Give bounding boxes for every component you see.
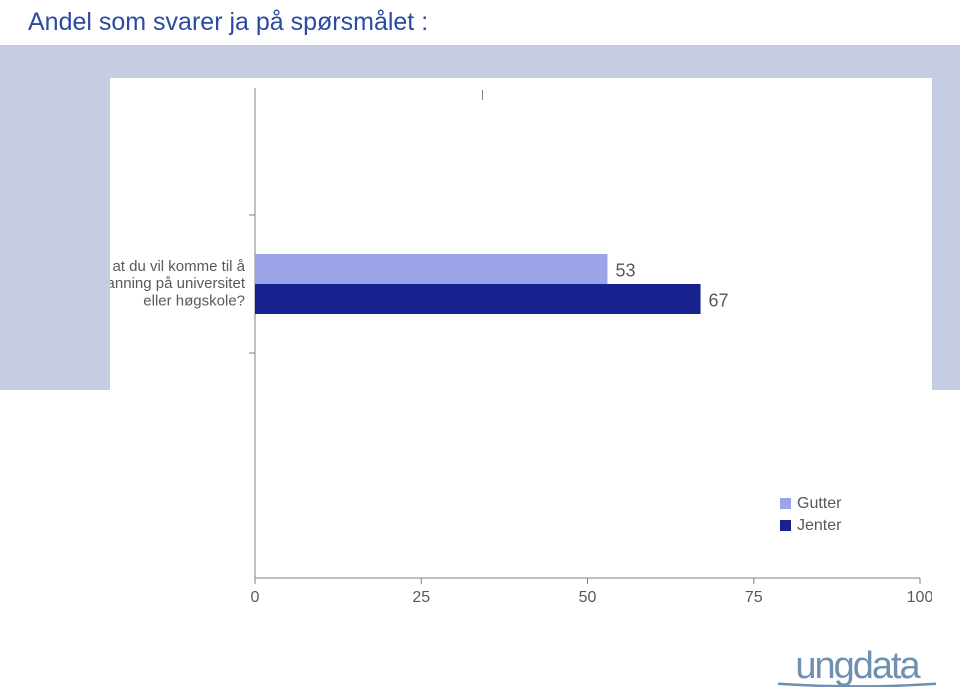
svg-text:75: 75 (745, 589, 763, 606)
category-label: eller høgskole? (143, 292, 245, 309)
bar-value-label: 53 (615, 261, 635, 281)
legend-swatch (780, 520, 791, 531)
svg-text:0: 0 (251, 589, 260, 606)
svg-text:100: 100 (907, 589, 932, 606)
bar-chart: 0 25 50 75 100 53 67 Tror du at du vil komme ti… (110, 78, 932, 606)
chart-frame: 0 25 50 75 100 53 67 Tror du at du vil komme ti… (110, 78, 932, 606)
svg-text:25: 25 (412, 589, 430, 606)
category-label: ta utdanning på universitet (110, 275, 246, 292)
svg-text:50: 50 (579, 589, 597, 606)
ungdata-logo: ungdata (772, 647, 942, 692)
legend-swatch (780, 498, 791, 509)
logo-svg: ungdata (772, 647, 942, 687)
bar-value-label: 67 (709, 291, 729, 311)
category-label: Tror du at du vil komme til å (110, 258, 246, 275)
page-title: Andel som svarer ja på spørsmålet : (28, 8, 428, 37)
bar-gutter (255, 254, 607, 284)
page-root: Andel som svarer ja på spørsmålet : 0 25 5… (0, 0, 960, 700)
bar-jenter (255, 284, 701, 314)
legend-label: Jenter (797, 517, 842, 534)
legend-label: Gutter (797, 495, 842, 512)
svg-text:ungdata: ungdata (795, 647, 921, 687)
